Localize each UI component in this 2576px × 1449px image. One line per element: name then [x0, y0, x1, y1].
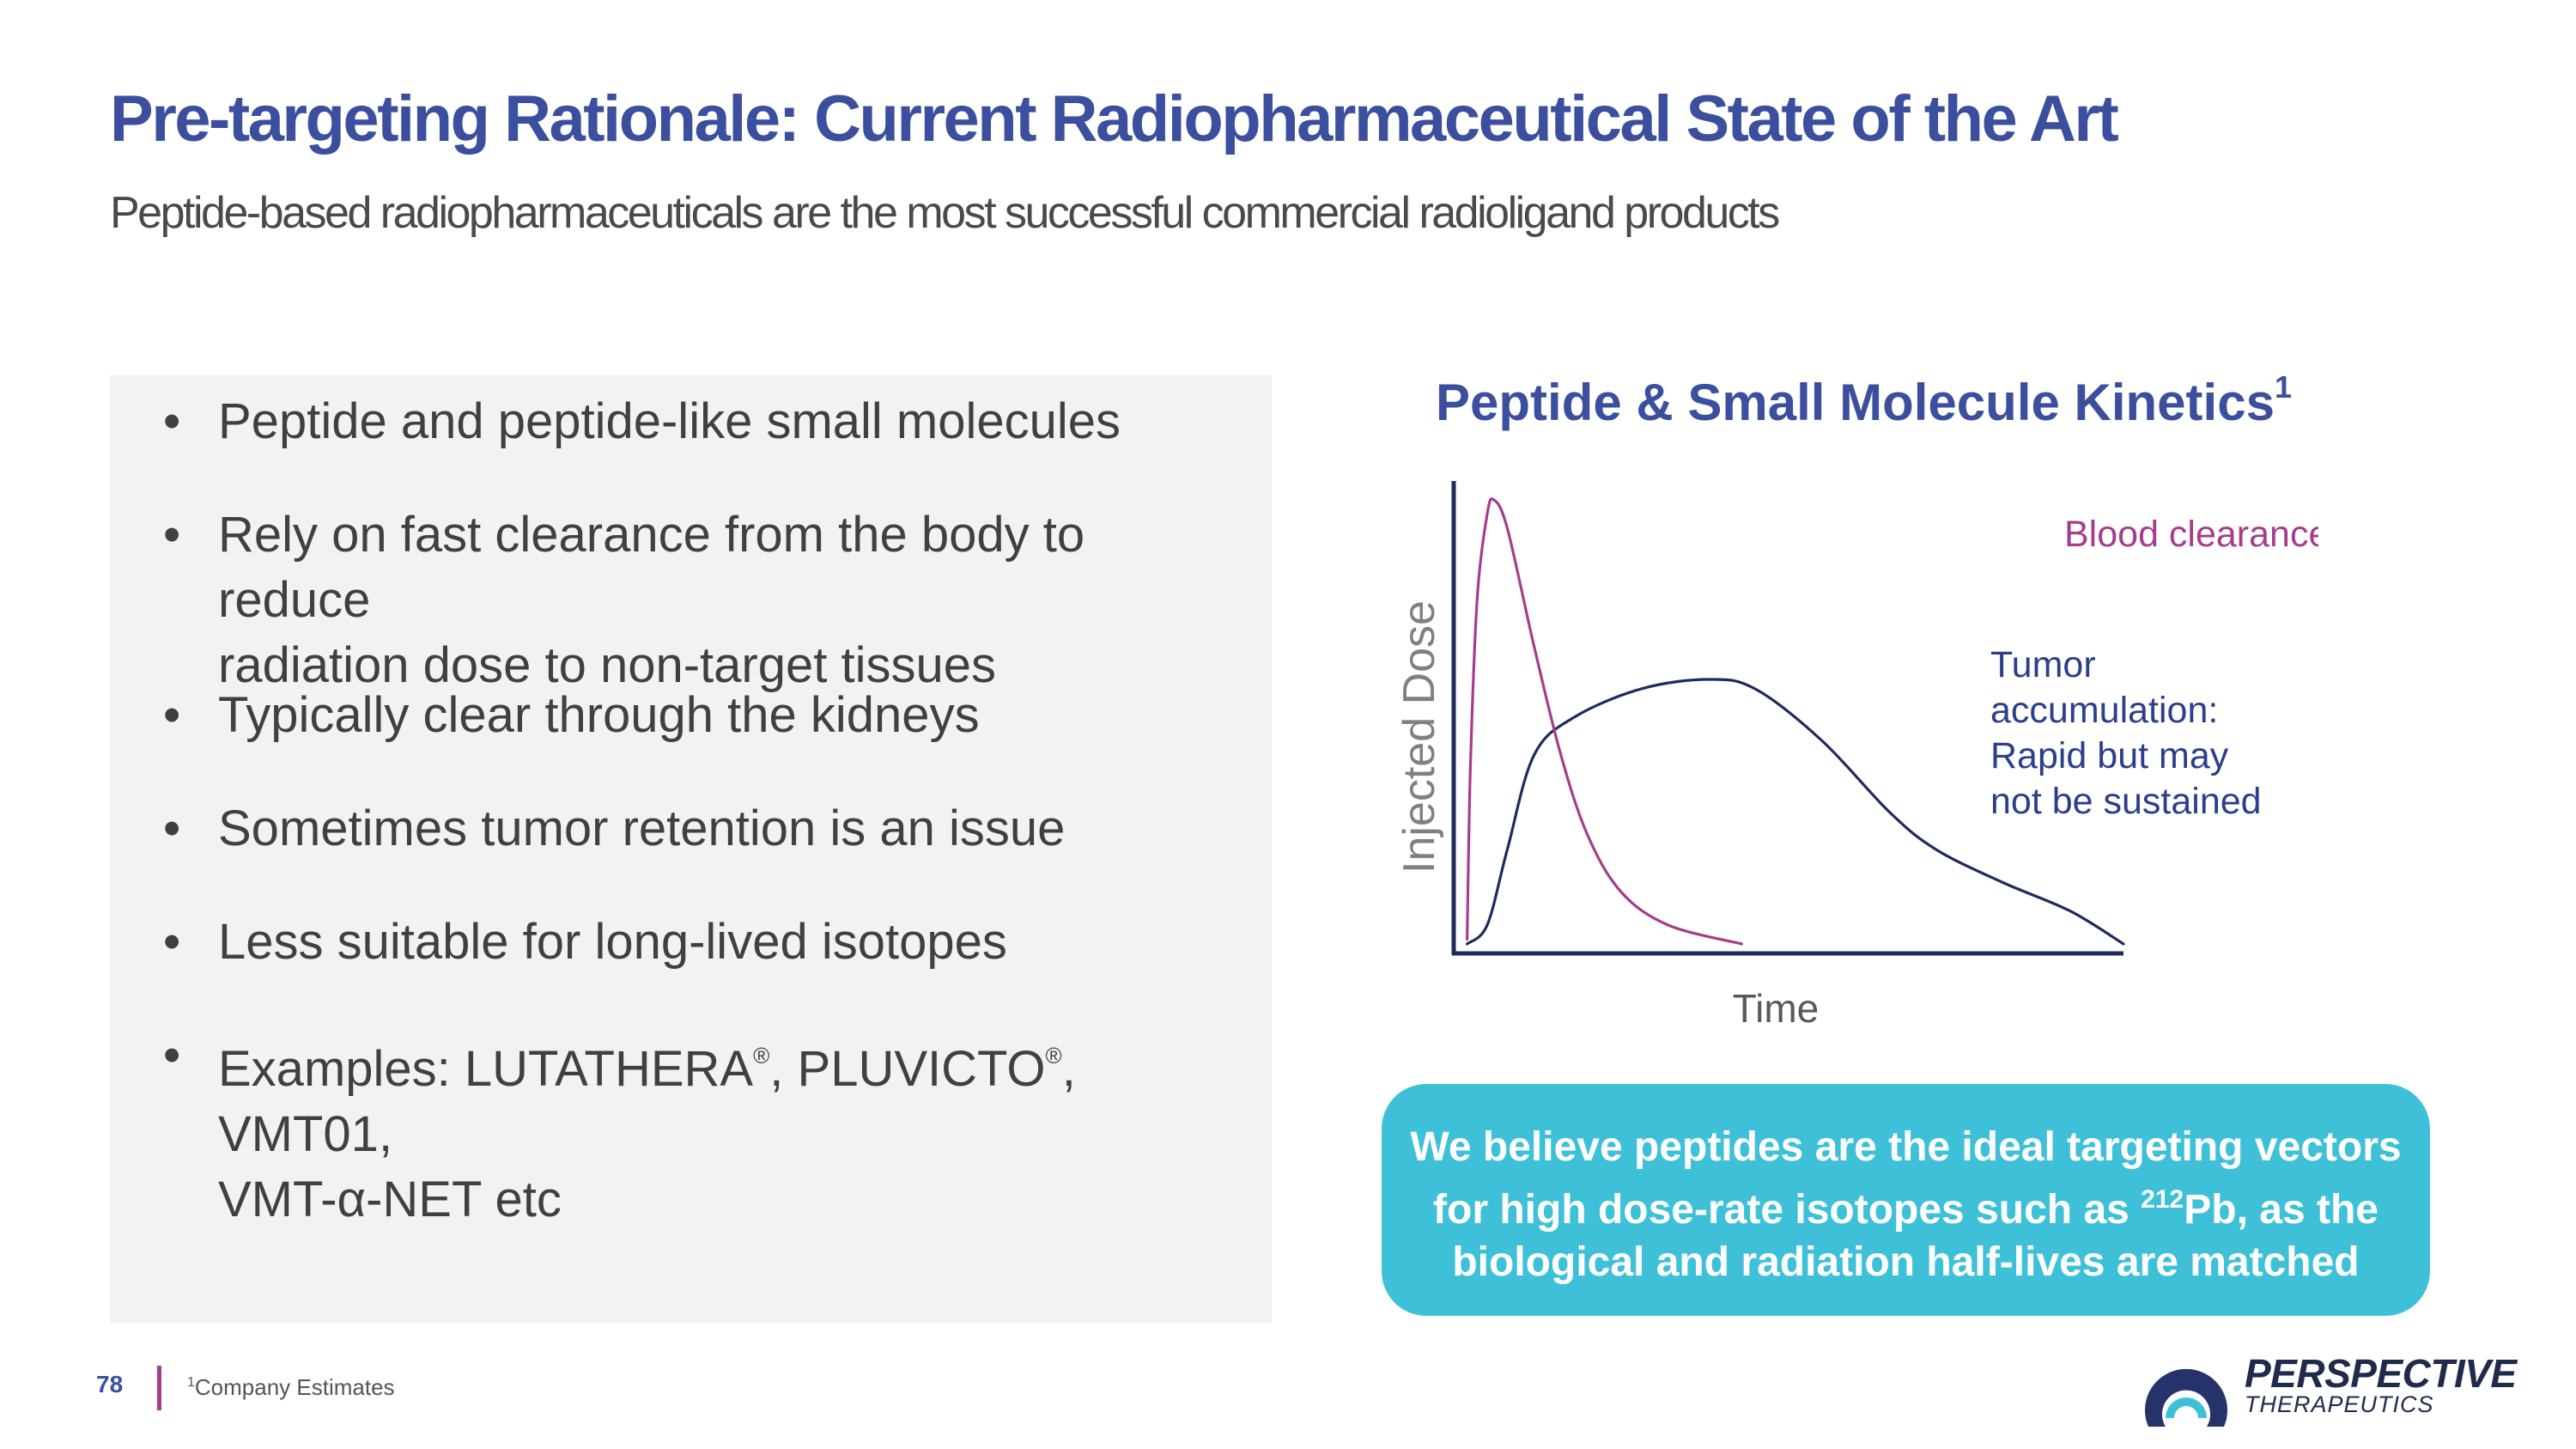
bullet-panel: • Peptide and peptide-like small molecul… — [110, 375, 1272, 1323]
tumor-label-line: accumulation: — [1990, 690, 2218, 731]
bullet-icon: • — [163, 687, 181, 743]
key-message-callout: We believe peptides are the ideal target… — [1382, 1084, 2430, 1316]
logo-wordmark: PERSPECTIVE — [2245, 1351, 2517, 1396]
chart-title-footnote-marker: 1 — [2274, 369, 2292, 405]
callout-line: for high dose-rate isotopes such as 212P… — [1382, 1173, 2430, 1236]
kinetics-chart: Blood clearance: rapid Tumor accumulatio… — [1394, 481, 2318, 1031]
chart-title-text: Peptide & Small Molecule Kinetics — [1436, 374, 2275, 431]
perspective-logo-icon — [2145, 1368, 2227, 1427]
callout-line: biological and radiation half-lives are … — [1452, 1239, 2360, 1285]
registered-mark: ® — [753, 1043, 770, 1068]
bullet-text-part: , PLUVICTO — [769, 1041, 1046, 1097]
callout-text: Pb, as the — [2184, 1187, 2379, 1233]
bullet-text: Examples: LUTATHERA®, PLUVICTO®, VMT01, … — [218, 1023, 1249, 1233]
bullet-text: Rely on fast clearance from the body to … — [218, 502, 1249, 698]
bullet-text-line: radiation dose to non-target tissues — [218, 637, 996, 693]
bullet-text: Typically clear through the kidneys — [218, 687, 980, 743]
bullet-text-part: Examples: LUTATHERA — [218, 1041, 754, 1097]
tumor-label-line: Rapid but may — [1990, 735, 2229, 776]
page-number: 78 — [96, 1371, 124, 1397]
page-subtitle: Peptide-based radiopharmaceuticals are t… — [110, 188, 1780, 238]
bullet-text: Sometimes tumor retention is an issue — [218, 801, 1066, 856]
bullet-text-line: VMT-α-NET etc — [218, 1172, 562, 1227]
y-axis-label: Injected Dose — [1394, 600, 1444, 874]
blood-clearance-label: Blood clearance: rapid — [2064, 514, 2318, 555]
bullet-text: Peptide and peptide-like small molecules — [218, 393, 1121, 449]
x-axis-label: Time — [1733, 986, 1820, 1031]
bullet-icon: • — [163, 1027, 181, 1083]
bullet-icon: • — [163, 393, 181, 449]
page-title: Pre-targeting Rationale: Current Radioph… — [110, 82, 2119, 155]
blood-clearance-line — [1466, 497, 1743, 946]
bullet-text: Less suitable for long-lived isotopes — [218, 914, 1007, 970]
footnote: 1Company Estimates — [187, 1374, 395, 1401]
isotope-mass-number: 212 — [2141, 1185, 2184, 1214]
bullet-icon: • — [163, 801, 181, 856]
chart-title: Peptide & Small Molecule Kinetics1 — [1436, 369, 2292, 432]
callout-text: for high dose-rate isotopes such as — [1433, 1187, 2142, 1233]
bullet-icon: • — [163, 914, 181, 970]
logo-subtext: THERAPEUTICS — [2245, 1391, 2434, 1417]
footer-divider — [157, 1366, 161, 1410]
tumor-label-line: not be sustained — [1990, 781, 2262, 822]
footnote-marker: 1 — [187, 1375, 195, 1390]
footnote-text: Company Estimates — [194, 1374, 395, 1400]
bullet-icon: • — [163, 507, 181, 563]
tumor-accumulation-line — [1466, 678, 2125, 946]
tumor-accumulation-label: Tumor accumulation: Rapid but may not be… — [1990, 644, 2262, 822]
registered-mark: ® — [1045, 1043, 1062, 1068]
bullet-text-line: Rely on fast clearance from the body to … — [218, 507, 1085, 628]
bullet-text-part: , VMT01, — [218, 1041, 1076, 1162]
callout-line: We believe peptides are the ideal target… — [1410, 1124, 2402, 1170]
chart-axes — [1451, 481, 2123, 956]
tumor-label-line: Tumor — [1990, 644, 2096, 685]
